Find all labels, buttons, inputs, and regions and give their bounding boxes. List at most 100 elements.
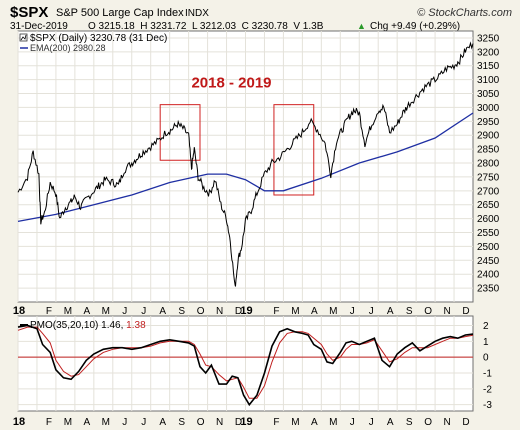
price-x-tick-label: 18 <box>13 305 25 317</box>
price-x-tick-label: A <box>311 306 318 317</box>
price-y-tick-label: 3200 <box>477 47 500 58</box>
price-x-tick-label: M <box>64 306 72 317</box>
price-grid <box>17 31 473 302</box>
pmo-x-tick-label: J <box>369 417 374 428</box>
pmo-x-tick-label: N <box>216 417 223 428</box>
pmo-y-tick-label: -3 <box>483 400 492 411</box>
pmo-x-tick-label: M <box>291 417 299 428</box>
price-y-tick-label: 2950 <box>477 117 500 128</box>
pmo-x-tick-label: N <box>443 417 450 428</box>
price-y-tick-label: 2850 <box>477 145 500 156</box>
pmo-x-tick-label: O <box>197 417 205 428</box>
price-y-tick-label: 2500 <box>477 242 500 253</box>
price-y-tick-label: 2650 <box>477 200 500 211</box>
price-y-tick-label: 2400 <box>477 270 500 281</box>
price-x-tick-label: S <box>406 306 413 317</box>
price-x-tick-label: F <box>273 306 279 317</box>
pmo-x-tick-label: A <box>159 417 166 428</box>
highlight-box <box>273 104 315 196</box>
pmo-x-tick-label: S <box>178 417 185 428</box>
price-y-tick-label: 2550 <box>477 228 500 239</box>
pmo-y-tick-label: -1 <box>483 369 492 380</box>
price-legend: $SPX (Daily) 3230.78 (31 Dec) EMA(200) 2… <box>19 33 167 53</box>
pmo-x-tick-label: M <box>329 417 337 428</box>
price-y-tick-label: 3250 <box>477 33 500 44</box>
price-x-tick-label: A <box>84 306 91 317</box>
chart-date: 31-Dec-2019 <box>10 21 68 32</box>
price-y-axis: 2350 2400 2450 2500 2550 2600 2650 2700 2750 2800… <box>477 33 500 294</box>
price-y-tick-label: 3000 <box>477 103 500 114</box>
pmo-x-tick-label: J <box>122 417 127 428</box>
pmo-x-tick-label: A <box>387 417 394 428</box>
pmo-x-tick-label: D <box>462 417 469 428</box>
price-x-tick-label: J <box>122 306 127 317</box>
chart-ohlc: O 3215.18 H 3231.72 L 3212.03 C 3230.78 … <box>88 21 324 32</box>
ema-line <box>17 112 474 223</box>
price-line <box>17 41 474 287</box>
price-x-tick-label: M <box>291 306 299 317</box>
price-y-tick-label: 2800 <box>477 159 500 170</box>
price-y-tick-label: 3150 <box>477 61 500 72</box>
price-x-tick-label: A <box>159 306 166 317</box>
chart-symbol: $SPX <box>10 4 48 21</box>
price-x-tick-label: D <box>462 306 469 317</box>
price-x-tick-label: J <box>141 306 146 317</box>
price-y-tick-label: 2600 <box>477 214 500 225</box>
price-x-tick-label: F <box>46 306 52 317</box>
chart-index-name: S&P 500 Large Cap Index <box>56 7 184 19</box>
price-x-tick-label: M <box>329 306 337 317</box>
pmo-y-axis: -3 -2 -1 0 1 2 <box>483 321 492 411</box>
pmo-x-tick-label: O <box>424 417 432 428</box>
price-y-tick-label: 3100 <box>477 75 500 86</box>
pmo-y-tick-label: 0 <box>483 353 489 364</box>
price-x-tick-label: J <box>369 306 374 317</box>
highlight-boxes <box>159 104 315 196</box>
chart-annotation: 2018 - 2019 <box>191 74 271 91</box>
pmo-line <box>17 324 474 407</box>
price-y-tick-label: 2900 <box>477 131 500 142</box>
pmo-x-tick-label: M <box>64 417 72 428</box>
chart-change: Chg +9.49 (+0.29%) <box>370 21 460 32</box>
price-x-tick-label: M <box>102 306 110 317</box>
price-x-axis: 18 F M A M J J A S O N D19 F M A M J J A S O N D <box>13 305 470 317</box>
pmo-signal-line <box>17 326 474 399</box>
price-x-tick-label: S <box>178 306 185 317</box>
pmo-legend-text: PMO(35,20,10) 1.46, 1.38 <box>30 320 146 331</box>
pmo-x-tick-label: J <box>350 417 355 428</box>
pmo-x-tick-label: 19 <box>240 416 252 428</box>
price-legend-label: $SPX (Daily) 3230.78 (31 Dec) <box>30 33 167 44</box>
ema-legend-label: EMA(200) 2980.28 <box>30 43 106 53</box>
pmo-y-tick-label: 1 <box>483 337 489 348</box>
price-y-tick-label: 2350 <box>477 284 500 295</box>
chart-change-arrow-icon: ▲ <box>357 21 366 31</box>
price-x-tick-label: O <box>424 306 432 317</box>
price-x-tick-label: D <box>235 306 242 317</box>
pmo-y-tick-label: -2 <box>483 384 492 395</box>
pmo-legend-label: PMO(35,20,10) 1.46, <box>30 320 123 331</box>
pmo-x-tick-label: S <box>406 417 413 428</box>
pmo-x-tick-label: A <box>84 417 91 428</box>
highlight-box <box>159 104 201 161</box>
pmo-x-tick-label: F <box>46 417 52 428</box>
price-x-tick-label: A <box>387 306 394 317</box>
price-y-tick-label: 3050 <box>477 89 500 100</box>
pmo-x-tick-label: 18 <box>13 416 25 428</box>
price-y-tick-label: 2750 <box>477 172 500 183</box>
pmo-legend: PMO(35,20,10) 1.46, 1.38 <box>20 320 146 331</box>
price-y-tick-label: 2450 <box>477 256 500 267</box>
price-x-tick-label: O <box>197 306 205 317</box>
pmo-x-tick-label: J <box>141 417 146 428</box>
price-x-tick-label: 19 <box>240 305 252 317</box>
price-x-tick-label: J <box>350 306 355 317</box>
price-x-tick-label: N <box>216 306 223 317</box>
price-y-tick-label: 2700 <box>477 186 500 197</box>
pmo-x-tick-label: M <box>102 417 110 428</box>
brand-link[interactable]: © StockCharts.com <box>417 7 512 19</box>
chart-exchange: INDX <box>185 8 209 19</box>
pmo-x-tick-label: F <box>273 417 279 428</box>
pmo-x-tick-label: D <box>235 417 242 428</box>
price-x-tick-label: N <box>443 306 450 317</box>
pmo-signal-legend-label: 1.38 <box>123 320 146 331</box>
